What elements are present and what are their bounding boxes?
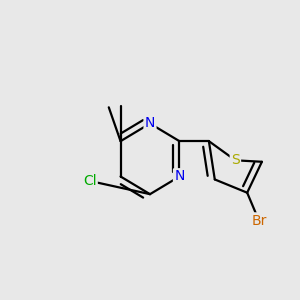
Text: S: S (231, 153, 240, 167)
Text: N: N (174, 169, 184, 184)
Text: Cl: Cl (83, 174, 97, 188)
Text: N: N (145, 116, 155, 130)
Text: Br: Br (251, 214, 267, 228)
